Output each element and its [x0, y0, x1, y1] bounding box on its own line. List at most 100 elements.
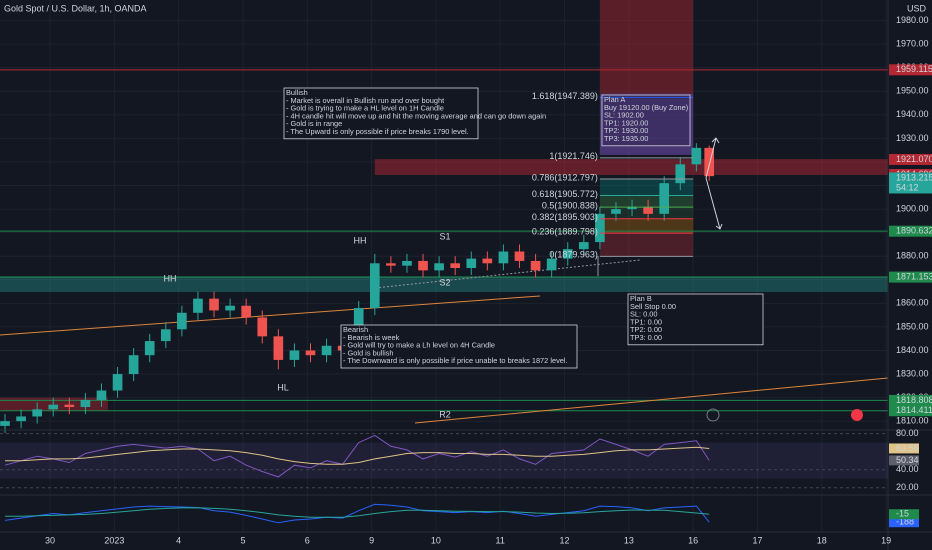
indicator-tag [889, 509, 919, 520]
fib-label: 0.382(1895.903) [532, 212, 598, 222]
candle-body [482, 258, 493, 264]
indicator-tag-label: 63.56 [896, 443, 919, 453]
note-line: - Market is overall in Bullish run and o… [286, 96, 444, 105]
candle-body [225, 305, 235, 311]
indicator-line [4, 503, 710, 524]
y-tick-label: 1940.00 [896, 109, 929, 119]
candle-body [466, 258, 477, 269]
candle-body [386, 263, 396, 266]
candle-body [177, 312, 187, 330]
indicator-tag-label: -15 [896, 509, 909, 519]
price-tag [889, 172, 932, 194]
candle-body [418, 260, 428, 271]
price-tag [889, 64, 932, 76]
candle-body [144, 341, 155, 356]
candle-body [562, 249, 573, 259]
currency: USD [907, 3, 927, 13]
rsi-tick-label: 40.00 [896, 464, 919, 474]
rsi-band [0, 442, 888, 479]
zone [599, 233, 694, 257]
x-tick-label: 9 [369, 535, 374, 545]
label-hl: HL [277, 382, 289, 392]
rsi-tick-label: 80.00 [896, 428, 919, 438]
note-box [340, 324, 578, 369]
note-box [601, 94, 691, 147]
candle-body [434, 263, 444, 271]
zone [599, 218, 694, 234]
note-line: Plan B [630, 294, 652, 303]
candle-body [257, 317, 268, 337]
trend-line [0, 295, 541, 336]
price-tag-label: 1814.411 [896, 405, 932, 415]
candle-body [450, 263, 461, 269]
indicator-line [5, 507, 710, 518]
note-line: TP3: 0.00 [630, 333, 662, 342]
candle-body [691, 147, 702, 165]
note-line: TP2: 1930.00 [604, 126, 648, 135]
label-s2: S2 [439, 277, 450, 287]
candle-body [128, 355, 139, 375]
label-s1: S1 [439, 231, 450, 241]
indicator-tag-label: 50.34 [896, 455, 919, 465]
price-tag-label: 1921.070 [896, 154, 932, 164]
x-tick-label: 19 [881, 535, 891, 545]
y-tick-label: 1880.00 [896, 251, 929, 261]
price-tag [889, 225, 932, 237]
indicator-line [4, 434, 710, 478]
note-line: Buy 19120.00 (Buy Zone) [604, 103, 688, 112]
note-line: - The Downward is only possible if price… [343, 356, 568, 365]
alert-icon[interactable] [706, 408, 720, 422]
candle-body [611, 209, 621, 214]
fib-label: 0(1879.963) [549, 250, 598, 260]
fib-label: 0.5(1900.838) [542, 201, 598, 211]
note-line: Bearish [343, 325, 368, 334]
trend-line [414, 377, 889, 424]
candle-body [112, 374, 123, 391]
note-line: - Gold is trying to make a HL level on 1… [286, 104, 444, 113]
candle-body [402, 260, 412, 266]
candle-body [209, 298, 219, 311]
price-tag [889, 153, 932, 165]
price-tag [889, 405, 932, 417]
note-line: Plan A [604, 95, 625, 104]
x-tick-label: 5 [240, 535, 245, 545]
fib-label: 1.618(1947.389) [532, 91, 598, 101]
event-icon[interactable] [851, 409, 863, 421]
candle-body [578, 242, 589, 250]
candle-body [595, 213, 605, 243]
note-line: - Bearish is week [343, 333, 400, 342]
candle-body [514, 251, 525, 261]
x-tick-label: 4 [176, 535, 181, 545]
y-tick-label: 1980.00 [896, 15, 929, 25]
note-line: TP2: 0.00 [630, 325, 662, 334]
candle-body [273, 336, 284, 360]
note-box [627, 293, 764, 346]
note-line: - Gold will try to make a Lh level on 4H… [343, 341, 495, 350]
price-tag-label: 1913.215 [896, 172, 932, 182]
candle-body [0, 421, 10, 426]
candle-body [627, 206, 637, 210]
indicator-tag [889, 443, 919, 454]
note-line: SL: 0.00 [630, 310, 658, 319]
y-tick-label: 1950.00 [896, 86, 929, 96]
indicator-tag-label: -188 [896, 517, 914, 527]
candle-body [160, 329, 171, 342]
candle-body [16, 416, 26, 422]
fib-label: 1(1921.746) [549, 151, 598, 161]
y-tick-label: 1970.00 [896, 39, 929, 49]
y-tick-label: 1810.00 [896, 416, 929, 426]
price-tag-label: 1890.632 [896, 226, 932, 236]
note-box [283, 87, 479, 140]
zone [599, 93, 694, 155]
candle-body [48, 404, 59, 410]
fib-label: 0.236(1889.798) [532, 227, 598, 237]
price-tag-label: 1818.808 [896, 395, 932, 405]
candle-body [193, 298, 203, 313]
candle-body [321, 345, 332, 356]
candle-body [241, 305, 252, 318]
projection-arrows [705, 137, 723, 230]
note-line: - The Upward is only possible if price b… [286, 127, 469, 136]
candle-body [704, 147, 715, 177]
rsi-tick-label: 20.00 [896, 482, 919, 492]
y-tick-label: 1860.00 [896, 298, 929, 308]
